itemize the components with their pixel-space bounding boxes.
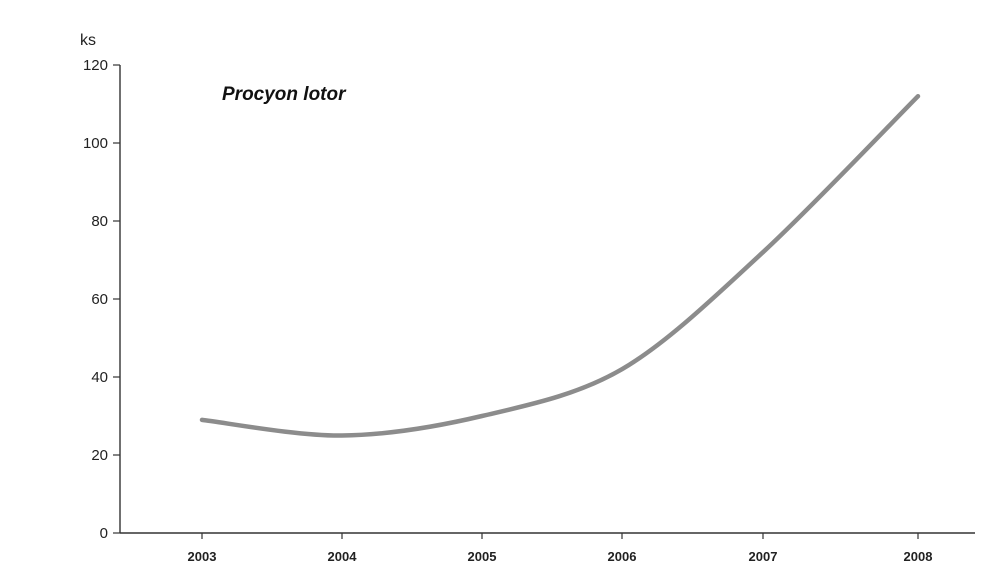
y-axis-unit-label: ks — [80, 32, 96, 49]
x-tick-label: 2005 — [468, 549, 497, 564]
chart-title: Procyon lotor — [222, 84, 347, 105]
y-tick-label: 80 — [91, 213, 108, 230]
x-ticks: 2003 2004 2005 2006 2007 2008 — [188, 533, 933, 564]
y-tick-label: 0 — [100, 525, 108, 542]
y-tick-label: 100 — [83, 135, 108, 152]
x-tick-label: 2003 — [188, 549, 217, 564]
axes — [119, 65, 975, 534]
y-tick-label: 120 — [83, 57, 108, 74]
y-tick-label: 60 — [91, 291, 108, 308]
y-tick-label: 20 — [91, 447, 108, 464]
y-ticks: 0 20 40 60 80 100 120 — [83, 57, 120, 542]
x-tick-label: 2007 — [749, 549, 778, 564]
series — [199, 93, 921, 438]
y-tick-label: 40 — [91, 369, 108, 386]
x-tick-label: 2006 — [608, 549, 637, 564]
series-line — [199, 93, 921, 438]
x-tick-label: 2004 — [328, 549, 358, 564]
x-tick-label: 2008 — [904, 549, 933, 564]
